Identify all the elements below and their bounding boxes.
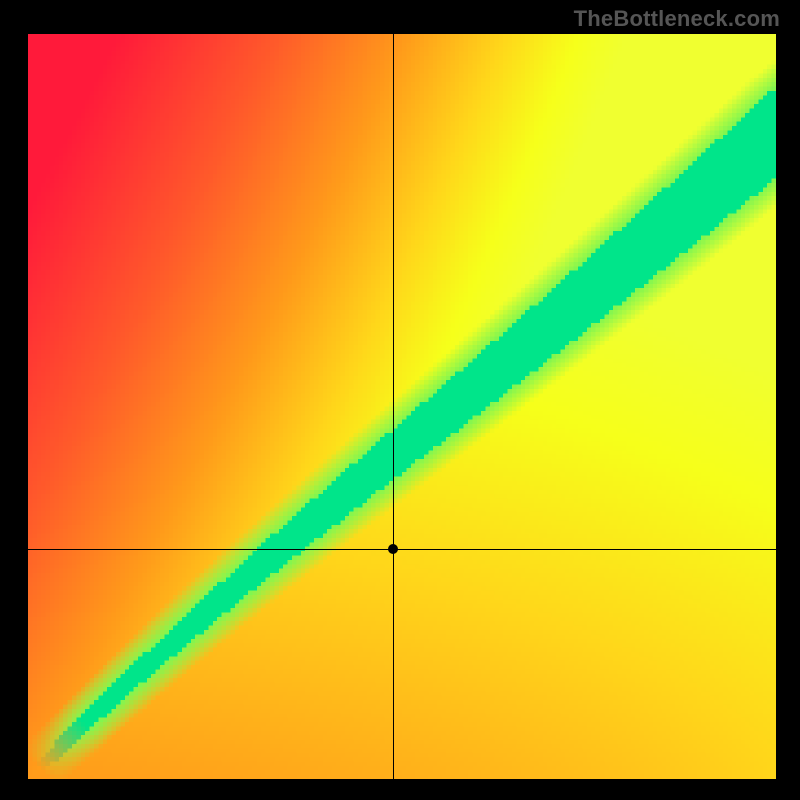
crosshair-vertical [393, 34, 394, 779]
plot-area [28, 34, 776, 779]
crosshair-horizontal [28, 549, 776, 550]
chart-container: TheBottleneck.com [0, 0, 800, 800]
watermark-text: TheBottleneck.com [574, 6, 780, 32]
heatmap-canvas [28, 34, 776, 779]
crosshair-marker [388, 544, 398, 554]
